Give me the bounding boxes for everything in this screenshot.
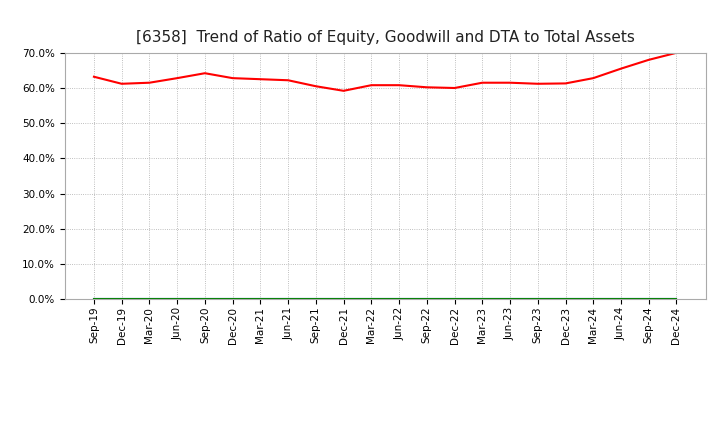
Deferred Tax Assets <box>173 297 181 302</box>
Equity <box>256 77 265 82</box>
Deferred Tax Assets <box>589 297 598 302</box>
Goodwill <box>644 297 653 302</box>
Deferred Tax Assets <box>561 297 570 302</box>
Deferred Tax Assets <box>201 297 210 302</box>
Equity <box>616 66 625 71</box>
Deferred Tax Assets <box>395 297 403 302</box>
Deferred Tax Assets <box>423 297 431 302</box>
Deferred Tax Assets <box>534 297 542 302</box>
Equity <box>534 81 542 86</box>
Deferred Tax Assets <box>367 297 376 302</box>
Goodwill <box>450 297 459 302</box>
Equity <box>478 80 487 85</box>
Goodwill <box>173 297 181 302</box>
Equity <box>201 70 210 76</box>
Deferred Tax Assets <box>89 297 98 302</box>
Deferred Tax Assets <box>339 297 348 302</box>
Deferred Tax Assets <box>450 297 459 302</box>
Equity <box>173 76 181 81</box>
Deferred Tax Assets <box>616 297 625 302</box>
Goodwill <box>284 297 292 302</box>
Equity <box>672 50 681 55</box>
Goodwill <box>312 297 320 302</box>
Deferred Tax Assets <box>228 297 237 302</box>
Equity <box>561 81 570 86</box>
Equity <box>395 83 403 88</box>
Equity <box>312 84 320 89</box>
Equity <box>339 88 348 93</box>
Goodwill <box>256 297 265 302</box>
Goodwill <box>367 297 376 302</box>
Deferred Tax Assets <box>284 297 292 302</box>
Deferred Tax Assets <box>256 297 265 302</box>
Goodwill <box>561 297 570 302</box>
Goodwill <box>589 297 598 302</box>
Equity <box>89 74 98 79</box>
Deferred Tax Assets <box>505 297 514 302</box>
Goodwill <box>89 297 98 302</box>
Equity <box>450 85 459 91</box>
Goodwill <box>616 297 625 302</box>
Equity <box>423 84 431 90</box>
Deferred Tax Assets <box>312 297 320 302</box>
Equity <box>145 80 154 85</box>
Goodwill <box>534 297 542 302</box>
Equity <box>117 81 126 86</box>
Goodwill <box>145 297 154 302</box>
Deferred Tax Assets <box>644 297 653 302</box>
Goodwill <box>672 297 681 302</box>
Goodwill <box>117 297 126 302</box>
Goodwill <box>505 297 514 302</box>
Equity <box>284 77 292 83</box>
Deferred Tax Assets <box>145 297 154 302</box>
Equity <box>367 83 376 88</box>
Goodwill <box>423 297 431 302</box>
Goodwill <box>395 297 403 302</box>
Equity <box>644 57 653 62</box>
Goodwill <box>201 297 210 302</box>
Deferred Tax Assets <box>117 297 126 302</box>
Equity <box>228 76 237 81</box>
Line: Equity: Equity <box>94 53 677 91</box>
Goodwill <box>478 297 487 302</box>
Goodwill <box>228 297 237 302</box>
Title: [6358]  Trend of Ratio of Equity, Goodwill and DTA to Total Assets: [6358] Trend of Ratio of Equity, Goodwil… <box>136 29 634 45</box>
Deferred Tax Assets <box>478 297 487 302</box>
Equity <box>505 80 514 85</box>
Equity <box>589 76 598 81</box>
Deferred Tax Assets <box>672 297 681 302</box>
Goodwill <box>339 297 348 302</box>
